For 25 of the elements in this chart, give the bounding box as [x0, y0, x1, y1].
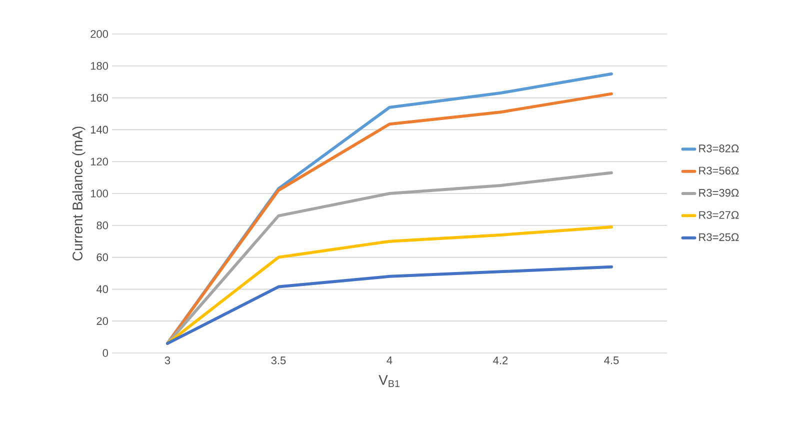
line-series: [166, 225, 613, 345]
y-tick-label: 100: [90, 190, 108, 198]
x-tick-label: 4.2: [493, 356, 508, 364]
legend-label: R3=56Ω: [699, 166, 739, 175]
legend-label: R3=39Ω: [699, 188, 739, 197]
line-series: [166, 265, 613, 345]
y-tick-label: 0: [102, 349, 108, 357]
x-tick-label: 4: [386, 356, 392, 364]
y-tick-label: 140: [90, 126, 108, 134]
x-tick-label: 3: [164, 356, 170, 364]
y-tick-label: 60: [96, 253, 108, 262]
y-tick-label: 20: [96, 317, 108, 325]
legend-label: R3=82Ω: [699, 144, 739, 152]
y-axis-title: Current Balance (mA): [72, 126, 86, 260]
legend-label: R3=25Ω: [699, 233, 739, 242]
y-tick-label: 180: [90, 62, 108, 70]
x-axis-title: V$_{B1}$: [378, 375, 400, 387]
legend-label: R3=27Ω: [699, 211, 739, 219]
y-tick-label: 40: [96, 285, 108, 294]
x-tick-label: 4.5: [604, 356, 619, 364]
y-tick-label: 80: [96, 222, 108, 230]
y-tick-label: 160: [90, 94, 108, 102]
y-tick-label: 120: [90, 158, 108, 166]
x-tick-label: 3.5: [271, 356, 286, 364]
y-tick-label: 200: [90, 30, 108, 38]
